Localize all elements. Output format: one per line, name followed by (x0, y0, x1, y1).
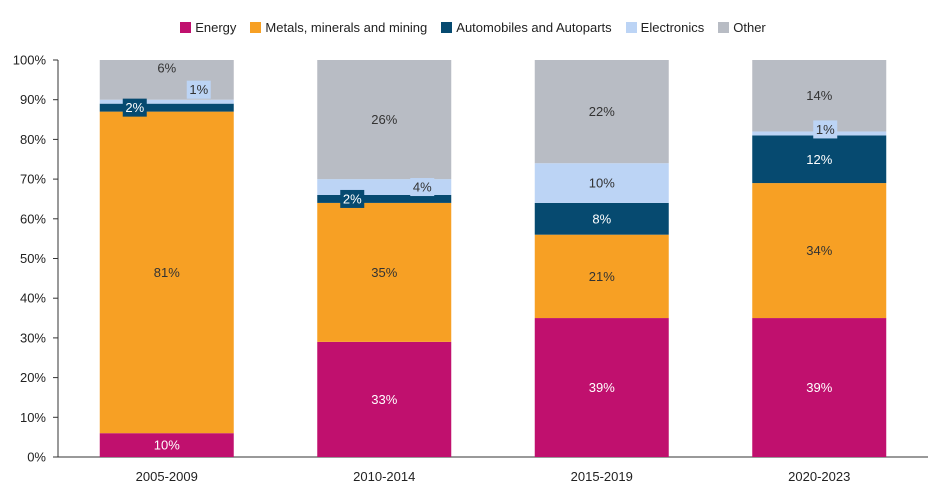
y-tick-label: 70% (20, 172, 46, 187)
legend: Energy Metals, minerals and mining Automob… (0, 20, 946, 35)
bar-segment (534, 202, 669, 235)
data-label: 1% (189, 82, 208, 97)
legend-item: Electronics (625, 20, 705, 35)
data-label: 14% (806, 88, 832, 103)
data-label: 35% (371, 265, 397, 280)
bar-segment (752, 183, 887, 319)
legend-label: Other (733, 20, 766, 35)
legend-swatch (250, 22, 262, 33)
y-tick-label: 30% (20, 330, 46, 345)
x-tick-label: 2015-2019 (571, 469, 633, 484)
bar-segment (534, 234, 669, 319)
data-label: 12% (806, 152, 832, 167)
legend-label: Energy (195, 20, 237, 35)
data-label: 6% (157, 60, 176, 75)
legend-swatch (441, 22, 453, 33)
data-label-box (122, 98, 147, 117)
legend-label: Metals, minerals and mining (265, 20, 428, 35)
bar-segment (317, 341, 452, 457)
bar-segment (317, 202, 452, 342)
data-label-box (813, 120, 838, 139)
legend-swatch (180, 22, 192, 33)
legend-label: Electronics (640, 20, 705, 35)
data-label: 22% (589, 104, 615, 119)
data-label-box (410, 178, 435, 197)
data-label: 26% (371, 112, 397, 127)
data-label: 34% (806, 243, 832, 258)
x-tick-label: 2010-2014 (353, 469, 415, 484)
bar-segment (99, 60, 234, 100)
data-label: 39% (806, 380, 832, 395)
bar-segment (317, 194, 452, 203)
y-tick-label: 20% (20, 370, 46, 385)
bar-segment (534, 60, 669, 164)
data-label: 1% (816, 122, 835, 137)
x-tick-label: 2020-2023 (788, 469, 850, 484)
legend-swatch (718, 22, 730, 33)
bar-segment (99, 111, 234, 434)
data-label: 81% (154, 265, 180, 280)
data-label: 10% (154, 438, 180, 453)
data-label: 8% (592, 211, 611, 226)
legend-label: Automobiles and Autoparts (456, 20, 612, 35)
data-label: 21% (589, 269, 615, 284)
legend-item: Other (718, 20, 766, 35)
y-tick-label: 50% (20, 251, 46, 266)
bar-segment (99, 433, 234, 457)
data-label-box (340, 189, 365, 208)
y-tick-label: 60% (20, 211, 46, 226)
legend-item: Metals, minerals and mining (250, 20, 427, 35)
bar-segment (752, 60, 887, 132)
y-tick-label: 90% (20, 92, 46, 107)
legend-item: Automobiles and Autoparts (441, 20, 612, 35)
y-tick-label: 0% (27, 450, 46, 465)
y-tick-label: 10% (20, 410, 46, 425)
y-tick-label: 100% (13, 53, 47, 68)
data-label: 2% (343, 191, 362, 206)
bar-segment (752, 318, 887, 457)
bar-segment (534, 318, 669, 457)
bar-segment (99, 103, 234, 112)
data-label: 10% (589, 176, 615, 191)
data-label: 2% (125, 100, 144, 115)
data-label-box (186, 80, 211, 99)
y-tick-label: 40% (20, 291, 46, 306)
x-tick-label: 2005-2009 (136, 469, 198, 484)
legend-item: Energy (180, 20, 236, 35)
data-label: 33% (371, 392, 397, 407)
bar-segment (752, 135, 887, 184)
legend-swatch (625, 22, 637, 33)
data-label: 39% (589, 380, 615, 395)
bar-segment (317, 60, 452, 180)
bar-segment (99, 99, 234, 104)
data-label: 4% (413, 180, 432, 195)
y-tick-label: 80% (20, 132, 46, 147)
bar-segment (534, 163, 669, 203)
